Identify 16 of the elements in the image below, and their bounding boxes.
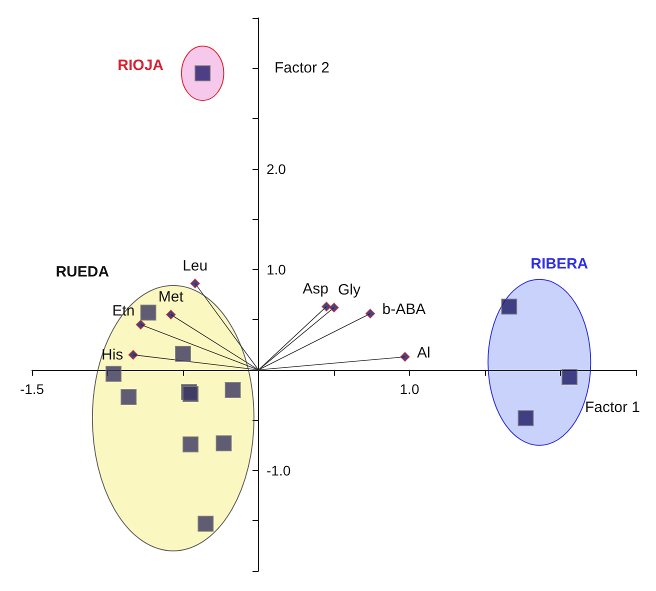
y-tick-label: 2.0	[266, 160, 286, 177]
text: RIBERA	[530, 255, 588, 272]
x-tick-label: -1.5	[20, 380, 44, 397]
annotation: Leu	[182, 257, 208, 274]
x-axis-title: Factor 1	[584, 398, 640, 416]
text: RIOJA	[118, 56, 164, 74]
text: RUEDA	[56, 263, 110, 280]
annotation: Asp	[302, 280, 328, 298]
annotation: His	[102, 346, 124, 364]
annotation: b-ABA	[382, 301, 426, 318]
annotation: Gly	[338, 282, 361, 299]
y-tick-label: 1.0	[266, 261, 286, 278]
annotation: Met	[158, 288, 184, 306]
y-axis-title: Factor 2	[274, 60, 330, 76]
annotation: Al	[416, 344, 430, 362]
y-tick-label: -1.0	[266, 462, 291, 478]
